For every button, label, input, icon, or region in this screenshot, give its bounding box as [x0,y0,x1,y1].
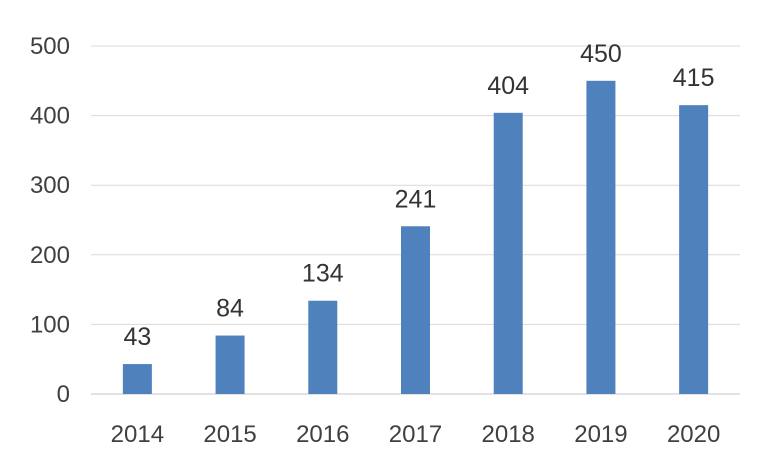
x-tick-label: 2016 [296,421,349,448]
bar-2018 [493,112,523,394]
y-axis-ticks: 0 100 200 300 400 500 [30,33,70,408]
data-labels: 43 84 134 241 404 450 415 [123,40,714,351]
y-tick-label: 200 [30,242,70,269]
y-tick-label: 0 [57,381,70,408]
bar-2019 [586,80,616,395]
x-tick-label: 2015 [203,421,256,448]
bar-2015 [215,335,245,394]
bar-2017 [401,226,430,394]
data-label-2020: 415 [673,64,715,92]
bar-2020 [679,105,709,394]
data-label-2015: 84 [216,295,244,323]
data-label-2017: 241 [395,185,437,213]
x-tick-label: 2014 [111,421,164,448]
x-tick-label: 2020 [667,421,720,448]
bar-2014 [122,364,152,394]
x-tick-label: 2019 [574,421,627,448]
bar-2016 [308,300,338,394]
y-tick-label: 400 [30,103,70,130]
x-tick-label: 2018 [482,421,535,448]
y-tick-label: 100 [30,311,70,338]
y-tick-label: 500 [30,33,70,60]
data-label-2016: 134 [302,260,344,288]
data-label-2018: 404 [487,72,529,100]
data-label-2014: 43 [123,323,151,351]
bars [122,80,709,395]
x-axis-ticks: 2014 2015 2016 2017 2018 2019 2020 [111,421,721,448]
x-tick-label: 2017 [389,421,442,448]
y-tick-label: 300 [30,172,70,199]
data-label-2019: 450 [580,40,622,68]
